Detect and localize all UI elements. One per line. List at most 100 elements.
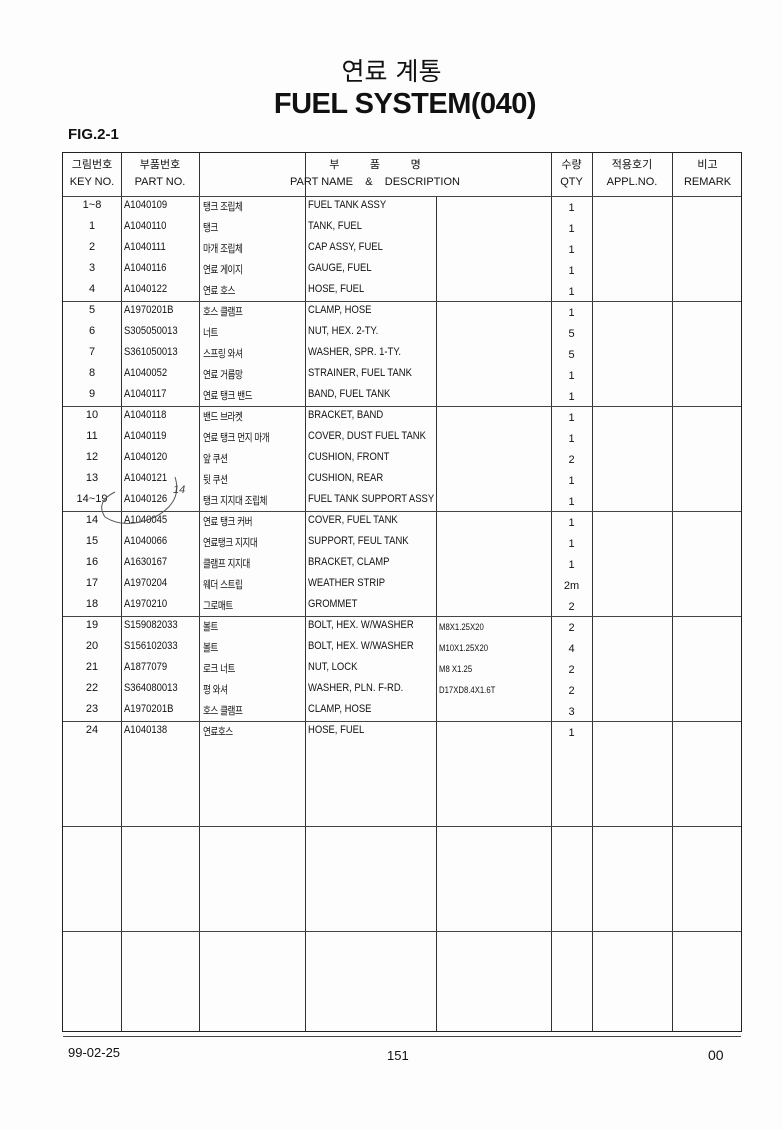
qty: 1 (568, 475, 575, 487)
name-english: CAP ASSY, FUEL (308, 241, 383, 253)
name-english: BOLT, HEX. W/WASHER (308, 640, 414, 652)
name-english: CLAMP, HOSE (308, 703, 372, 715)
name-korean: 볼트 (203, 642, 218, 654)
qty: 1 (568, 223, 575, 235)
group-divider (63, 406, 741, 407)
title-korean: 연료 계통 (341, 57, 442, 86)
handwritten-circle (101, 476, 178, 524)
name-korean: 연료 탱크 커버 (203, 516, 253, 528)
group-divider (63, 616, 741, 617)
part-no: A1040066 (124, 535, 168, 547)
name-korean: 밴드 브라켓 (203, 411, 243, 423)
qty: 1 (568, 307, 575, 319)
name-korean: 앞 쿠션 (203, 453, 228, 465)
qty: 2 (568, 685, 575, 697)
name-korean: 연료 탱크 밴드 (203, 390, 253, 402)
header-appl-no: 적용호기 APPL.NO. (606, 159, 658, 188)
name-english: BOLT, HEX. W/WASHER (308, 619, 414, 631)
name-english: FUEL TANK ASSY (308, 199, 387, 211)
key-no: 14~19 (76, 493, 108, 505)
name-english: WEATHER STRIP (308, 577, 386, 589)
spec: M8X1.25X20 (439, 622, 484, 632)
part-no: A1040110 (124, 220, 167, 232)
name-english: NUT, HEX. 2-TY. (308, 325, 379, 337)
part-no: S305050013 (124, 325, 178, 337)
name-korean: 너트 (203, 327, 218, 339)
part-no: A1630167 (124, 556, 168, 568)
name-english: BRACKET, BAND (308, 409, 384, 421)
name-english: HOSE, FUEL (308, 724, 365, 736)
qty: 1 (568, 538, 575, 550)
spec: M8 X1.25 (439, 664, 473, 674)
key-no: 2 (88, 241, 96, 253)
name-english: HOSE, FUEL (308, 283, 365, 295)
handwritten-annotation: 14 (173, 484, 186, 496)
name-english: COVER, DUST FUEL TANK (308, 430, 426, 442)
part-no: S159082033 (124, 619, 178, 631)
qty: 2 (568, 664, 575, 676)
qty: 1 (568, 265, 575, 277)
qty: 2 (568, 601, 575, 613)
spec: D17XD8.4X1.6T (439, 685, 496, 695)
name-korean: 마개 조립체 (203, 243, 243, 255)
key-no: 7 (88, 346, 96, 358)
group-divider (63, 826, 741, 827)
part-no: S364080013 (124, 682, 178, 694)
name-english: CLAMP, HOSE (308, 304, 372, 316)
figure-label: FIG.2-1 (68, 126, 119, 143)
name-korean: 연료 거름망 (203, 369, 243, 381)
key-no: 13 (85, 472, 99, 484)
name-korean: 스프링 와셔 (203, 348, 243, 360)
header-key-no: 그림번호 KEY NO. (69, 159, 115, 188)
name-english: GROMMET (308, 598, 358, 610)
name-korean: 호스 클램프 (203, 705, 243, 717)
name-korean: 그로매트 (203, 600, 233, 612)
qty: 1 (568, 727, 575, 739)
group-divider (63, 1036, 741, 1037)
header-qty: 수량 QTY (560, 159, 583, 188)
part-no: A1970210 (124, 598, 168, 610)
group-divider (63, 721, 741, 722)
key-no: 3 (88, 262, 96, 274)
key-no: 11 (86, 430, 98, 442)
name-english: WASHER, PLN. F-RD. (308, 682, 404, 694)
qty: 1 (568, 244, 575, 256)
name-korean: 볼트 (203, 621, 218, 633)
part-no: A1040109 (124, 199, 168, 211)
part-no: A1040138 (124, 724, 168, 736)
part-no: A1970201B (124, 703, 174, 715)
key-no: 1~8 (82, 199, 102, 211)
part-no: A1040122 (124, 283, 168, 295)
spec: M10X1.25X20 (439, 643, 489, 653)
qty: 1 (568, 496, 575, 508)
key-no: 1 (88, 220, 96, 232)
name-english: CUSHION, FRONT (308, 451, 390, 463)
qty: 1 (568, 412, 575, 424)
key-no: 17 (85, 577, 99, 589)
part-no: A1040117 (124, 388, 167, 400)
group-divider (63, 931, 741, 932)
part-no: S361050013 (124, 346, 178, 358)
key-no: 23 (85, 703, 99, 715)
qty: 2 (568, 454, 575, 466)
name-korean: 탱크 조립체 (203, 201, 243, 213)
key-no: 18 (85, 598, 99, 610)
part-no: A1040126 (124, 493, 168, 505)
name-korean: 클램프 지지대 (203, 558, 250, 570)
name-korean: 연료 탱크 먼지 마개 (203, 432, 270, 444)
name-english: BAND, FUEL TANK (308, 388, 391, 400)
name-korean: 탱크 지지대 조립체 (203, 495, 267, 507)
footer-date: 99-02-25 (68, 1045, 121, 1060)
qty: 1 (568, 517, 575, 529)
part-no: A1040121 (124, 472, 168, 484)
key-no: 20 (85, 640, 99, 652)
name-korean: 연료탱크 지지대 (203, 537, 258, 549)
name-korean: 로크 너트 (203, 663, 235, 675)
qty: 5 (568, 349, 575, 361)
group-divider (63, 196, 741, 197)
part-no: A1040111 (124, 241, 166, 253)
name-english: COVER, FUEL TANK (308, 514, 398, 526)
name-korean: 연료 게이지 (203, 264, 243, 276)
part-no: A1040120 (124, 451, 168, 463)
